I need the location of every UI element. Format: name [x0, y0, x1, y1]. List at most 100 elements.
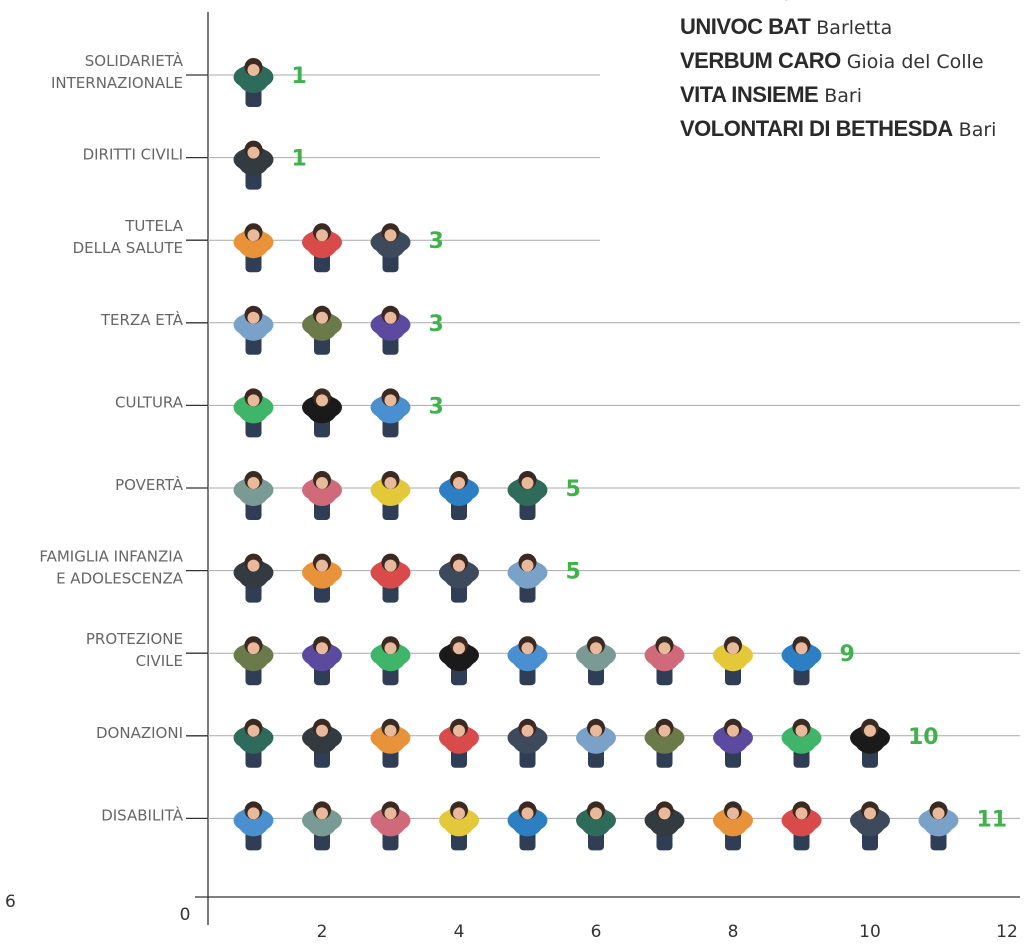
person-face	[521, 477, 534, 489]
y-tick-label: PROTEZIONE CIVILE	[86, 630, 183, 670]
legend-entry: VERBUM CARO Gioia del Colle	[680, 48, 984, 73]
person-face	[453, 807, 465, 820]
person-face	[384, 229, 397, 242]
person-face	[316, 559, 328, 572]
person-face	[658, 724, 671, 737]
person-face	[247, 311, 260, 324]
person-face	[384, 807, 397, 820]
pictogram-row	[233, 718, 890, 768]
person-face	[521, 724, 534, 737]
person-face	[727, 807, 739, 820]
person-face	[247, 394, 260, 407]
value-label: 5	[566, 477, 581, 502]
person-face	[795, 724, 808, 737]
y-tick-label: SOLIDARIETÀ INTERNAZIONALE	[51, 51, 184, 92]
person-face	[521, 642, 534, 655]
person-face	[453, 642, 465, 655]
pictogram-row	[233, 553, 548, 603]
person-face	[384, 394, 397, 407]
value-label: 1	[292, 64, 307, 89]
person-face	[795, 807, 808, 820]
legend-place: Bari	[769, 0, 807, 5]
legend-name: VERBUM CARO	[680, 48, 841, 73]
pictogram-row	[233, 471, 548, 520]
legend-name: VOLONTARI DI BETHESDA	[680, 116, 953, 141]
person-face	[384, 642, 397, 655]
value-label: 3	[429, 229, 444, 254]
person-face	[384, 477, 397, 489]
x-tick-label: 4	[454, 922, 465, 942]
person-face	[384, 724, 397, 737]
person-face	[316, 642, 328, 655]
pictogram-row	[233, 801, 959, 851]
legend-place: Bari	[824, 85, 862, 107]
y-tick-label: DONAZIONI	[96, 723, 183, 741]
legend-name: VITA INSIEME	[680, 82, 818, 107]
pictogram-row	[233, 58, 274, 107]
legend-entry: VOLONTARI DI BETHESDA Bari	[680, 116, 996, 141]
x-tick-label: 2	[317, 922, 328, 942]
person-face	[247, 64, 260, 76]
value-label: 11	[977, 807, 1008, 832]
annotation: 6	[5, 892, 16, 912]
y-tick-label: DISABILITÀ	[101, 805, 184, 824]
person-face	[727, 724, 739, 737]
person-face	[247, 559, 260, 572]
person-face	[247, 146, 260, 159]
legend-entry: VITA INSIEME Bari	[680, 82, 862, 107]
value-label: 9	[840, 642, 855, 667]
y-tick-label: CULTURA	[115, 393, 184, 411]
legend-place: Barletta	[816, 17, 892, 39]
person-face	[316, 394, 328, 407]
person-face	[316, 229, 328, 242]
person-face	[316, 477, 328, 489]
person-face	[521, 807, 534, 820]
pictogram-row	[233, 636, 822, 686]
person-face	[590, 807, 602, 820]
value-label: 3	[429, 394, 444, 419]
x-tick-label: 6	[591, 922, 602, 942]
person-face	[453, 477, 465, 489]
pictogram-row	[233, 223, 411, 273]
legend-entry: UNIVOC BAT Barletta	[680, 14, 892, 39]
y-tick-label: POVERTÀ	[115, 475, 184, 494]
value-label: 1	[292, 147, 307, 172]
person-face	[932, 807, 945, 820]
person-face	[727, 642, 739, 655]
value-label: 3	[429, 312, 444, 337]
person-face	[247, 807, 260, 820]
y-tick-label: FAMIGLIA INFANZIA E ADOLESCENZA	[39, 547, 183, 587]
person-face	[247, 229, 260, 242]
person-face	[658, 807, 671, 820]
value-label: 10	[908, 725, 939, 750]
pictogram-row	[233, 388, 411, 438]
person-face	[590, 642, 602, 655]
person-face	[247, 642, 260, 655]
person-face	[864, 807, 876, 820]
person-face	[521, 559, 534, 572]
person-face	[658, 642, 671, 655]
legend-name: UNIVOC BAT	[680, 14, 811, 39]
x-tick-label: 12	[996, 922, 1018, 942]
legend-entry: UNIVOC Bari	[680, 0, 806, 5]
person-face	[453, 724, 465, 737]
y-tick-label: TERZA ETÀ	[100, 309, 184, 328]
person-face	[316, 724, 328, 737]
person-face	[795, 642, 808, 655]
x-tick-label: 0	[180, 905, 191, 925]
legend-place: Gioia del Colle	[847, 51, 984, 73]
legend-place: Bari	[959, 119, 997, 141]
pictogram-row	[233, 305, 411, 355]
person-face	[247, 477, 260, 489]
person-face	[590, 724, 602, 737]
legend-name: UNIVOC	[680, 0, 763, 5]
person-face	[247, 724, 260, 737]
person-face	[864, 724, 876, 737]
person-face	[384, 311, 397, 324]
person-face	[384, 559, 397, 572]
person-face	[316, 807, 328, 820]
person-face	[316, 311, 328, 324]
y-tick-label: DIRITTI CIVILI	[83, 145, 183, 163]
value-label: 5	[566, 560, 581, 585]
